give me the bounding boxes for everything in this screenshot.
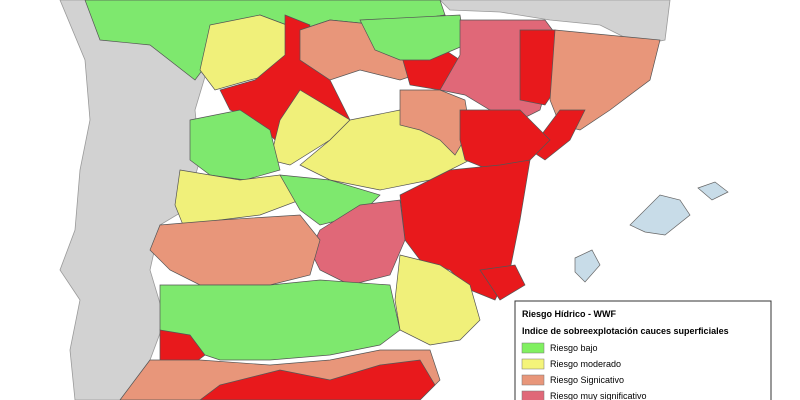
legend-subtitle: Indice de sobreexplotación cauces superf… xyxy=(522,326,729,336)
region xyxy=(174,169,301,231)
legend-label: Riesgo muy significativo xyxy=(550,391,647,400)
spain xyxy=(84,0,661,400)
balearic-islands xyxy=(574,181,729,283)
region xyxy=(189,109,281,181)
legend-box xyxy=(514,300,772,400)
region xyxy=(549,29,661,131)
legend-swatch xyxy=(521,374,545,386)
region xyxy=(359,14,466,61)
region xyxy=(149,214,321,286)
france xyxy=(439,0,671,46)
region xyxy=(399,89,471,156)
legend: Riesgo Hídrico - WWF Indice de sobreexpl… xyxy=(514,300,772,400)
legend-label: Riesgo Signicativo xyxy=(550,375,624,385)
region xyxy=(394,254,481,346)
legend-label: Riesgo moderado xyxy=(550,359,621,369)
region xyxy=(519,29,556,106)
legend-title: Riesgo Hídrico - WWF xyxy=(522,309,616,319)
region xyxy=(479,264,526,301)
legend-swatch xyxy=(521,390,545,400)
legend-swatch xyxy=(521,358,545,370)
region xyxy=(199,359,436,400)
legend-swatch xyxy=(521,342,545,354)
legend-label: Riesgo bajo xyxy=(550,343,598,353)
